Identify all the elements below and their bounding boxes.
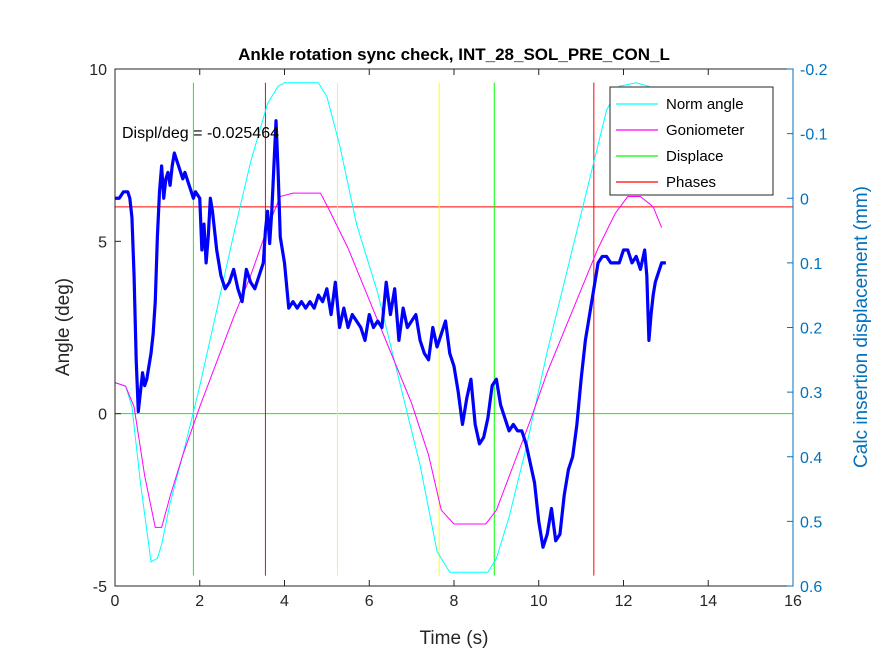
y-tick-label: 0: [98, 407, 107, 424]
x-tick-label: 10: [530, 593, 548, 610]
x-tick-label: 2: [195, 593, 204, 610]
x-tick-label: 16: [784, 593, 802, 610]
y-right-tick-label: 0.3: [800, 385, 822, 402]
legend-item-displace: Displace: [666, 148, 724, 165]
y-tick-label: 5: [98, 234, 107, 251]
series-displacement: [115, 119, 666, 549]
y-right-tick-label: 0.2: [800, 321, 822, 338]
series-norm-angle: [114, 82, 667, 573]
x-tick-label: 0: [111, 593, 120, 610]
series-lines: [114, 82, 667, 573]
x-axis-ticks: 0 2 4 6 8 10 12 14 16: [111, 69, 802, 610]
x-tick-label: 12: [615, 593, 633, 610]
y-axis-right-label: Calc insertion displacement (mm): [851, 186, 872, 468]
legend-item-norm-angle: Norm angle: [666, 96, 744, 113]
legend-item-goniometer: Goniometer: [666, 122, 744, 139]
y-right-tick-label: 0.6: [800, 579, 822, 596]
y-axis-right-ticks: -0.2 -0.1 0 0.1 0.2 0.3 0.4 0.5 0.6: [787, 62, 828, 596]
x-tick-label: 8: [450, 593, 459, 610]
y-tick-label: -5: [93, 579, 107, 596]
x-tick-label: 6: [365, 593, 374, 610]
y-right-tick-label: 0: [800, 191, 809, 208]
y-right-tick-label: 0.1: [800, 256, 822, 273]
reference-lines: [115, 82, 793, 576]
y-tick-label: 10: [89, 62, 107, 79]
y-axis-left-label: Angle (deg): [53, 278, 74, 376]
legend-box: [609, 86, 774, 196]
x-tick-label: 4: [280, 593, 289, 610]
legend-item-phases: Phases: [666, 174, 716, 191]
y-right-tick-label: -0.1: [800, 127, 828, 144]
legend: Norm angle Goniometer Displace Phases: [609, 86, 774, 196]
chart-title: Ankle rotation sync check, INT_28_SOL_PR…: [238, 45, 670, 64]
displ-per-deg-annotation: Displ/deg = -0.025464: [122, 125, 279, 142]
y-right-tick-label: -0.2: [800, 62, 828, 79]
x-tick-label: 14: [699, 593, 717, 610]
x-axis-label: Time (s): [420, 628, 489, 649]
series-goniometer: [114, 192, 663, 528]
y-right-tick-label: 0.4: [800, 450, 822, 467]
y-axis-left-ticks: 10 5 0 -5: [89, 62, 121, 596]
y-right-tick-label: 0.5: [800, 514, 822, 531]
